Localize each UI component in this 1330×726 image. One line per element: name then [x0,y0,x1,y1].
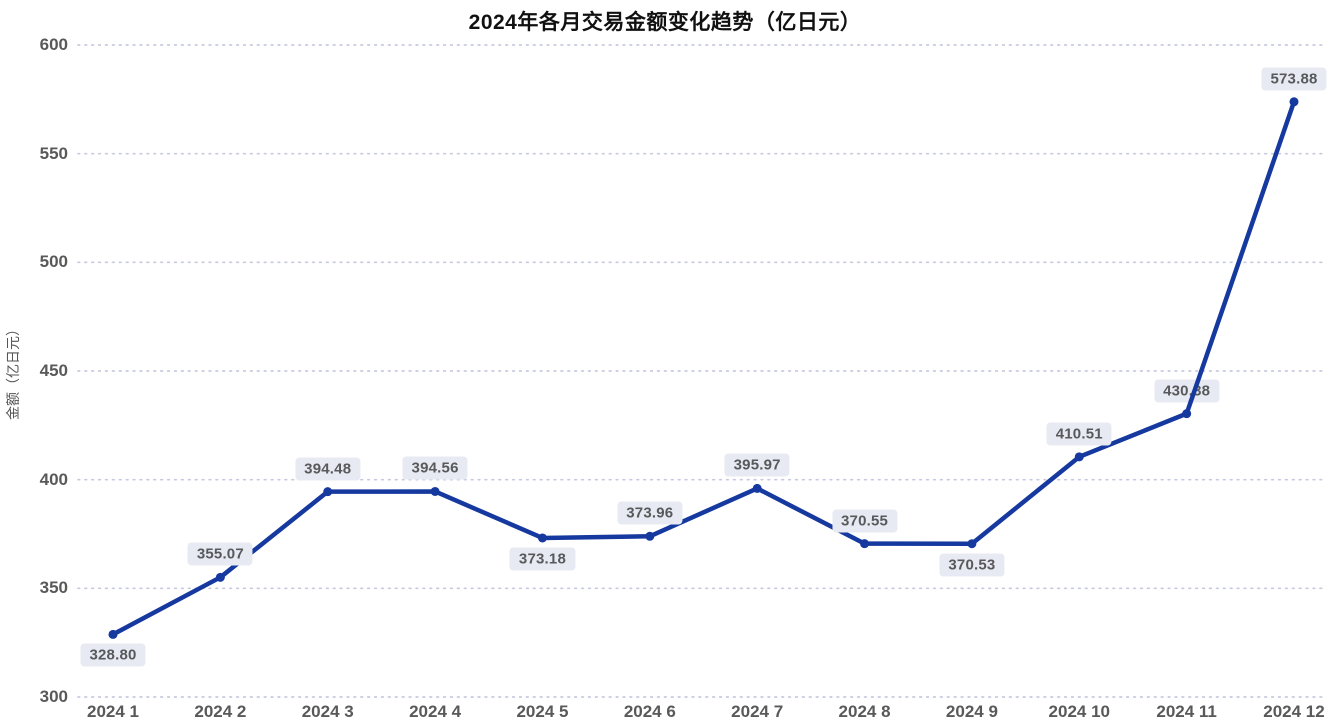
data-label: 410.51 [1046,422,1112,446]
data-label: 394.48 [295,457,361,481]
data-point-marker [1289,97,1299,107]
data-point-marker [215,572,225,582]
x-tick-label: 2024 4 [409,702,462,721]
series-line [110,99,1297,637]
x-tick-label: 2024 1 [87,702,139,721]
y-tick-label: 600 [39,35,68,54]
x-tick-label: 2024 11 [1156,702,1217,721]
data-point-marker [430,486,440,496]
data-label: 355.07 [187,542,253,566]
data-point-marker [108,629,118,639]
data-point-marker [860,539,870,549]
data-label: 394.56 [402,456,468,480]
x-tick-label: 2024 2 [194,702,247,721]
data-point-marker [645,531,655,541]
data-point-marker [537,533,547,543]
data-label: 395.97 [724,453,790,477]
chart-title: 2024年各月交易金额变化趋势（亿日元） [468,11,862,34]
data-point-marker [1182,409,1192,419]
x-tick-label: 2024 10 [1048,702,1110,721]
data-label: 573.88 [1261,67,1327,91]
y-tick-label: 500 [39,252,68,272]
x-tick-label: 2024 9 [945,702,998,721]
y-tick-label: 300 [39,687,68,706]
y-tick-label: 450 [39,361,68,380]
data-point-marker [967,539,977,549]
data-point-marker [752,483,762,493]
data-label: 373.18 [509,547,575,571]
x-tick-label: 2024 12 [1263,702,1325,721]
data-label: 370.53 [939,553,1005,577]
x-tick-label: 2024 8 [838,702,891,721]
data-label: 328.80 [80,643,146,667]
x-tick-label: 2024 7 [731,702,784,721]
y-tick-label: 400 [39,469,68,489]
y-tick-label: 350 [39,578,68,598]
data-point-marker [323,487,333,497]
x-tick-label: 2024 6 [623,702,676,721]
data-label: 373.96 [617,501,683,525]
data-label: 370.55 [831,509,898,533]
data-point-marker [1074,452,1084,462]
x-tick-label: 2024 5 [516,702,569,721]
y-tick-label: 550 [39,143,68,163]
x-tick-label: 2024 3 [301,702,354,721]
